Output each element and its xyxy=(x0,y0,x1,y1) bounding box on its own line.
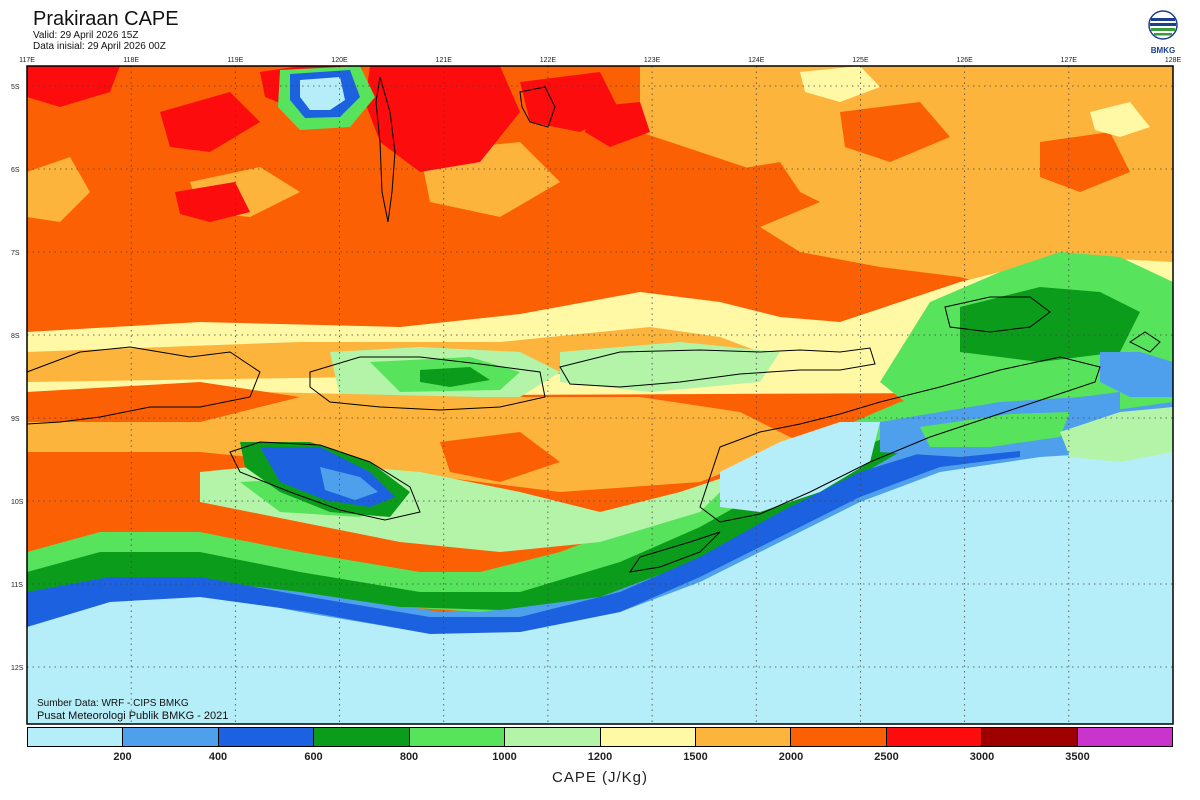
latitude-label: 10S xyxy=(11,499,24,506)
colorbar xyxy=(27,727,1173,747)
colorbar-segment xyxy=(28,728,124,746)
longitude-labels: 117E 118E 119E 120E 121E 122E 123E 124E 125E 126E… xyxy=(19,57,1181,64)
credits: Sumber Data: WRF - CIPS BMKG Pusat Meteo… xyxy=(37,697,228,723)
colorbar-tick-label: 2000 xyxy=(778,751,804,763)
latitude-label: 7S xyxy=(11,250,20,257)
longitude-label: 123E xyxy=(644,57,661,64)
latitude-label: 9S xyxy=(11,416,20,423)
colorbar-segment xyxy=(600,728,696,746)
colorbar-segment xyxy=(886,728,983,746)
map-title: Prakiraan CAPE xyxy=(33,8,179,30)
colorbar-segment xyxy=(791,728,887,746)
latitude-label: 8S xyxy=(11,333,20,340)
colorbar-tick-label: 200 xyxy=(113,751,132,763)
longitude-label: 121E xyxy=(436,57,453,64)
longitude-label: 119E xyxy=(227,57,243,64)
colorbar-label: CAPE (J/Kg) xyxy=(551,769,649,786)
longitude-label: 124E xyxy=(748,57,765,64)
map-header: Prakiraan CAPE Valid: 29 April 2026 15Z … xyxy=(33,8,179,52)
latitude-label: 11S xyxy=(11,582,23,589)
colorbar-tick-label: 1500 xyxy=(683,751,708,763)
data-source: Sumber Data: WRF - CIPS BMKG xyxy=(37,698,189,709)
bmkg-logo: BMKG xyxy=(1143,10,1183,55)
cape-map-canvas: 117E 118E 119E 120E 121E 122E 123E 124E 125E 126E… xyxy=(11,57,1181,725)
longitude-label: 127E xyxy=(1061,57,1078,64)
colorbar-segment xyxy=(505,728,601,746)
colorbar-segment xyxy=(982,728,1078,746)
longitude-label: 122E xyxy=(540,57,557,64)
longitude-label: 120E xyxy=(331,57,348,64)
colorbar-tick-label: 400 xyxy=(208,751,228,763)
logo-text: BMKG xyxy=(1150,46,1176,55)
latitude-label: 12S xyxy=(11,665,24,672)
lat-lon-grid xyxy=(27,66,1173,724)
colorbar-tick-label: 1200 xyxy=(587,751,613,763)
colorbar-tick-label: 800 xyxy=(399,751,419,763)
colorbar-tick-label: 3500 xyxy=(1065,751,1090,763)
coastline xyxy=(26,76,1161,573)
organization: Pusat Meteorologi Publik BMKG - 2021 xyxy=(37,710,229,722)
colorbar-ticks: 200 400 600 800 1000 1200 1500 2000 2500 3000 3500 xyxy=(27,751,1173,765)
colorbar-tick-label: 2500 xyxy=(874,751,899,763)
longitude-label: 128E xyxy=(1165,57,1182,64)
bmkg-logo-icon xyxy=(1148,10,1178,40)
colorbar-segment xyxy=(218,728,315,746)
cape-map: 117E 118E 119E 120E 121E 122E 123E 124E 125E 126E… xyxy=(0,52,1200,732)
colorbar-segment xyxy=(695,728,792,746)
longitude-label: 125E xyxy=(852,57,869,64)
init-time: Data inisial: 29 April 2026 00Z xyxy=(33,41,166,52)
colorbar-segment xyxy=(314,728,410,746)
longitude-label: 118E xyxy=(123,57,139,64)
colorbar-tick-label: 3000 xyxy=(969,751,995,763)
colorbar-segment xyxy=(409,728,506,746)
longitude-label: 117E xyxy=(19,57,35,64)
colorbar-segment xyxy=(1077,728,1173,746)
latitude-label: 6S xyxy=(11,167,20,174)
map-frame xyxy=(26,65,1174,725)
valid-time: Valid: 29 April 2026 15Z xyxy=(33,30,139,41)
colorbar-segment xyxy=(123,728,219,746)
colorbar-tick-label: 600 xyxy=(304,751,323,763)
longitude-label: 126E xyxy=(956,57,973,64)
cape-field xyxy=(27,66,1173,724)
latitude-label: 5S xyxy=(11,84,20,91)
latitude-labels: 5S 6S 7S 8S 9S 10S 11S 12S xyxy=(11,84,24,672)
colorbar-tick-label: 1000 xyxy=(492,751,517,763)
